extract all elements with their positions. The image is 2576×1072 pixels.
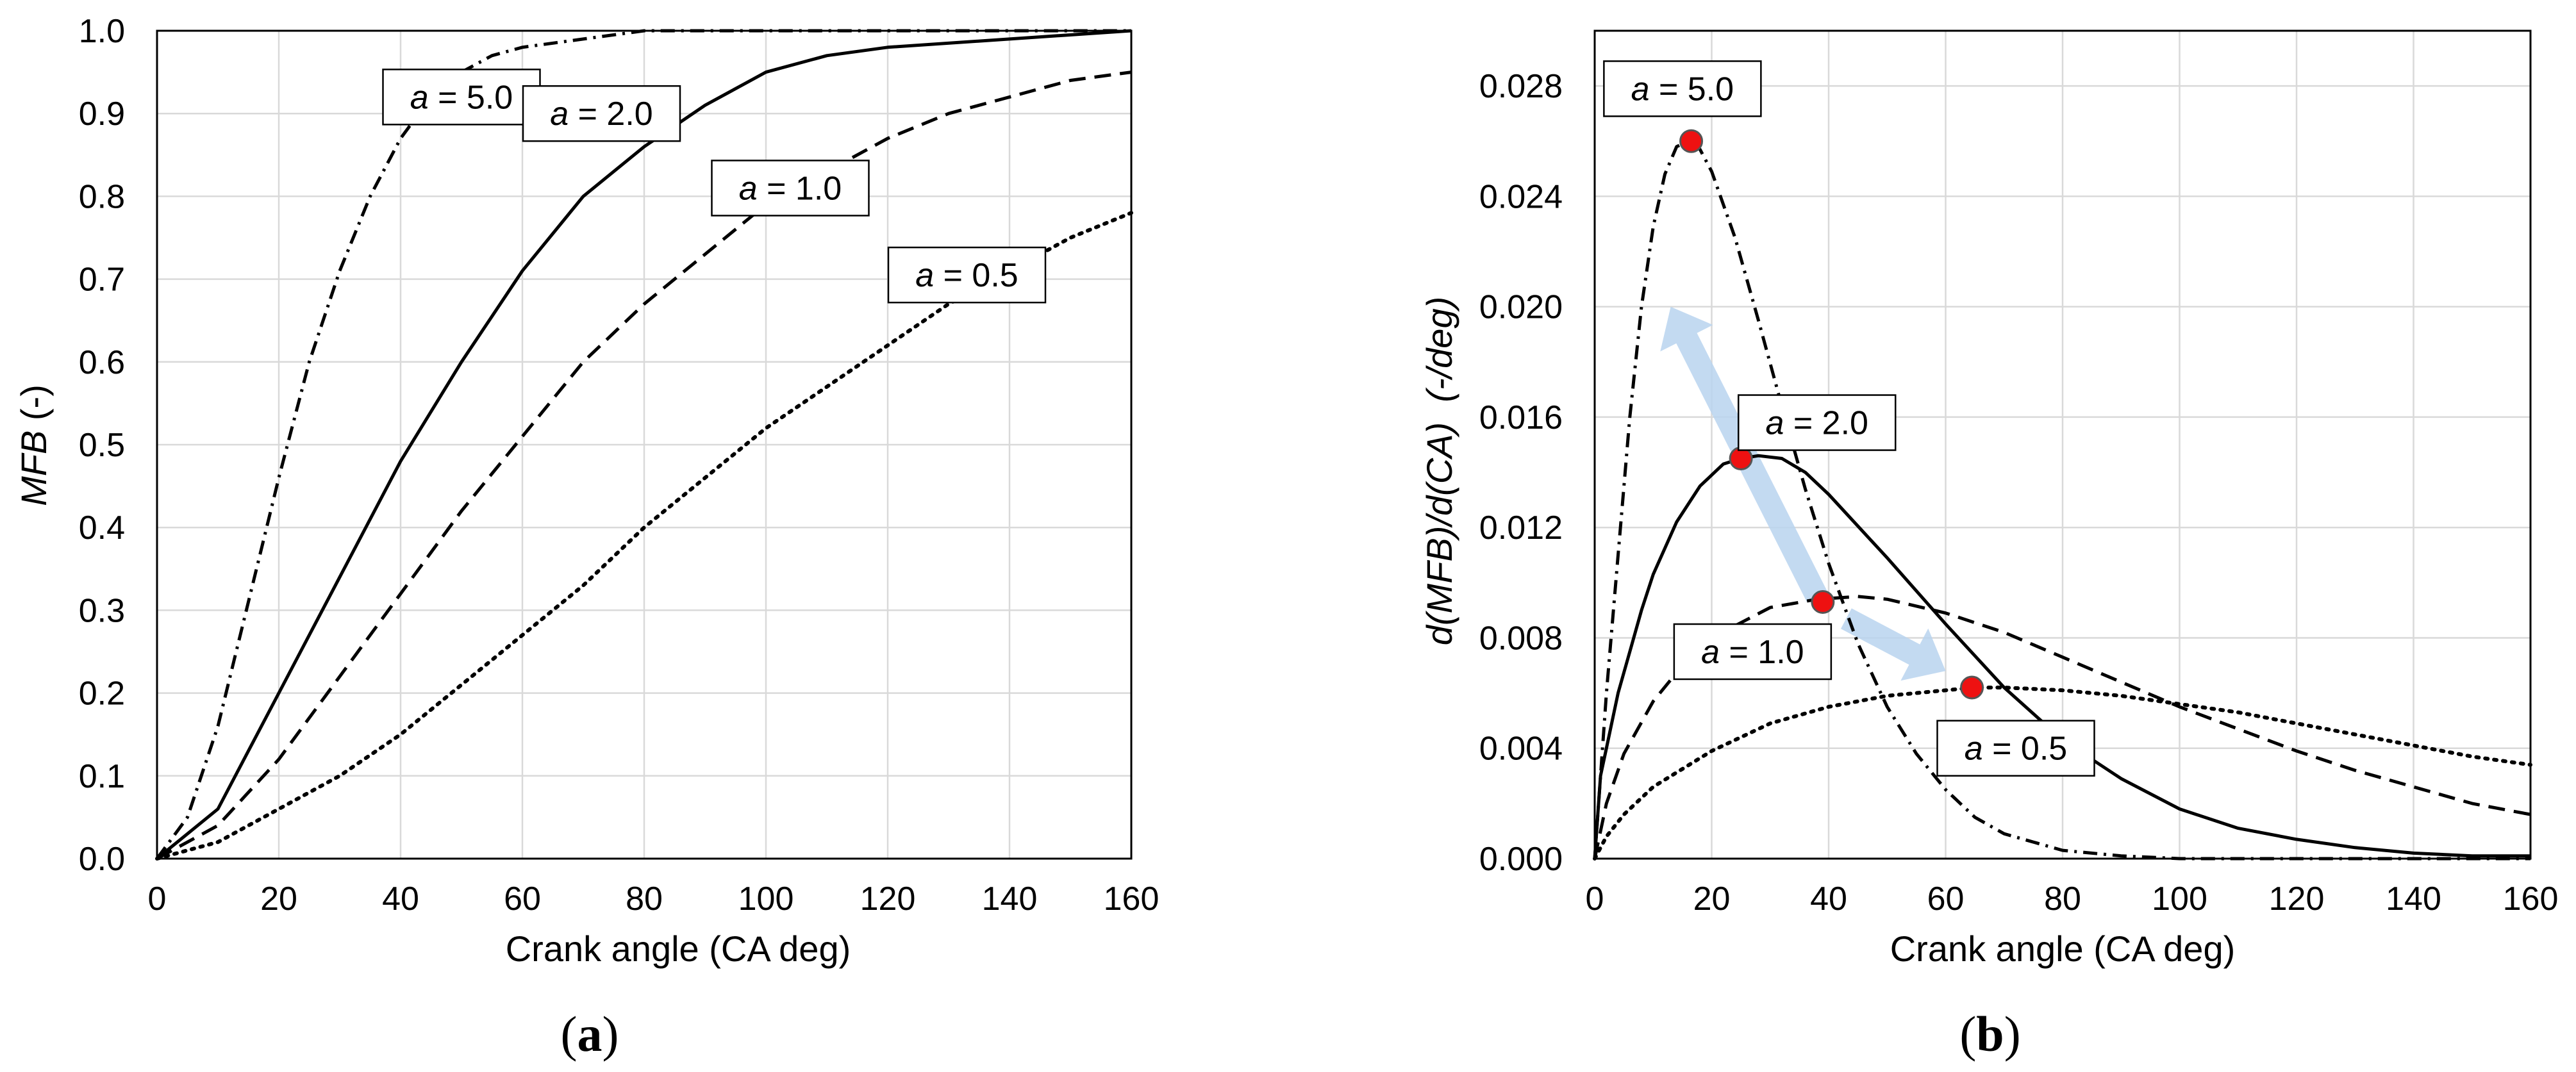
panel-b-x-tick-label: 100 (2152, 880, 2207, 918)
panel-a-annotation-box-a-1-0 (711, 160, 870, 217)
panel-a-annotation-box-a-0-5 (887, 246, 1047, 304)
panel-b-x-tick-label: 20 (1693, 880, 1731, 918)
panel-a-annotation-box-a-2-0 (522, 85, 681, 142)
panel-b-y-tick-label: 0.008 (1479, 620, 1563, 657)
panel-a-y-tick-label: 0.0 (79, 841, 125, 878)
panel-a-series-a-2-0 (156, 29, 1132, 860)
panel-a-annotation-label-a-2-0: a = 2.0 (550, 95, 652, 133)
panel-a-y-axis-title: MFB (-) (13, 384, 54, 506)
panel-a-x-tick-label: 100 (738, 880, 794, 918)
panel-a-y-tick-label: 0.4 (79, 509, 125, 547)
panel-b-annotation-box-a-1-0 (1673, 623, 1832, 680)
panel-b-annotation-label-a-0-5: a = 0.5 (1965, 730, 2067, 768)
panel-b-chart: 0 20 40 60 80 100 120 140 160 0.000 0.004 0.008 0.01… (1419, 29, 2559, 1062)
panel-a-tick-labels: 0 20 40 60 80 100 120 140 160 0.0 0.1 0.2 0.3 0.4 0.5 0… (79, 13, 1159, 918)
panel-b-y-tick-label: 0.000 (1479, 841, 1563, 878)
panel-a-x-axis-title: Crank angle (CA deg) (506, 928, 851, 969)
panel-b-series (1593, 139, 2532, 861)
panel-a-y-tick-label: 0.9 (79, 95, 125, 133)
panel-b-y-tick-label: 0.004 (1479, 730, 1563, 768)
panel-b-x-tick-label: 0 (1586, 880, 1604, 918)
panel-a-plot-frame (156, 29, 1133, 860)
panel-a-x-tick-label: 40 (382, 880, 419, 918)
panel-a-x-tick-label: 140 (982, 880, 1038, 918)
panel-a-series-a-1-0 (156, 70, 1132, 861)
panel-b-x-tick-label: 60 (1927, 880, 1965, 918)
panel-b-series-a-2-0 (1593, 454, 2530, 859)
panel-b-y-tick-label: 0.012 (1479, 509, 1563, 547)
panel-a-series-a-5-0 (155, 29, 1131, 860)
panel-a-y-tick-label: 0.1 (79, 758, 125, 795)
panel-b-x-tick-label: 160 (2503, 880, 2559, 918)
panel-b-label: (b) (1959, 1006, 2020, 1062)
panel-b-y-axis-title: d(MFB)/d(CA) (-/deg) (1419, 297, 1459, 646)
panel-b-plot-frame (1593, 29, 2532, 860)
panel-b-annotations: a = 5.0 a = 2.0 a = 1.0 a = 0.5 (1603, 60, 2095, 777)
panel-a-x-tick-label: 160 (1104, 880, 1159, 918)
panel-b-y-tick-label: 0.024 (1479, 178, 1563, 215)
panel-b-x-tick-label: 140 (2386, 880, 2441, 918)
panel-b-x-tick-label: 80 (2044, 880, 2081, 918)
panel-a-y-tick-label: 1.0 (79, 13, 125, 50)
panel-b-peak-markers (1679, 129, 1984, 700)
panel-b-y-tick-label: 0.016 (1479, 399, 1563, 436)
panel-a-annotation-label-a-5-0: a = 5.0 (410, 79, 513, 116)
panel-b-y-tick-label: 0.028 (1479, 68, 1563, 105)
panel-b-series-a-5-0 (1593, 139, 2530, 861)
panel-a-chart: 0 20 40 60 80 100 120 140 160 0.0 0.1 0.2 0.3 0.4 0.5 0… (13, 13, 1159, 1062)
panel-a-y-tick-label: 0.6 (79, 344, 125, 381)
panel-b-y-tick-label: 0.020 (1479, 289, 1563, 326)
panel-a-annotation-box-a-5-0 (382, 69, 541, 126)
panel-a-annotation-label-a-1-0: a = 1.0 (739, 170, 842, 207)
panel-a-y-tick-label: 0.2 (79, 675, 125, 713)
panel-b-annotation-box-a-0-5 (1936, 720, 2095, 777)
panel-a-x-tick-label: 0 (148, 880, 167, 918)
panel-b-x-tick-label: 40 (1810, 880, 1847, 918)
panel-b-trend-arrow-1 (1841, 608, 1946, 681)
panel-a-y-tick-label: 0.8 (79, 178, 125, 215)
panel-a-grid (156, 29, 1133, 860)
panel-a-y-tick-label: 0.5 (79, 427, 125, 464)
panel-b-x-axis-title: Crank angle (CA deg) (1890, 928, 2236, 969)
panel-a-annotations: a = 5.0 a = 2.0 a = 1.0 a = 0.5 (382, 69, 1047, 304)
panel-a-y-tick-label: 0.3 (79, 592, 125, 629)
panel-b-annotation-box-a-5-0 (1603, 60, 1762, 117)
panel-b-x-tick-label: 120 (2269, 880, 2325, 918)
panel-a-annotation-label-a-0-5: a = 0.5 (915, 257, 1018, 294)
panel-a-x-tick-label: 60 (504, 880, 541, 918)
panel-b-series-a-0-5 (1593, 686, 2532, 861)
panel-b-tick-labels: 0 20 40 60 80 100 120 140 160 0.000 0.004 0.008 0.01… (1479, 68, 2559, 918)
panel-b-annotation-box-a-2-0 (1738, 394, 1897, 451)
panel-b-peak-marker-a-0-5 (1960, 675, 1984, 700)
panel-b-annotation-label-a-5-0: a = 5.0 (1631, 70, 1734, 108)
panel-b-annotation-label-a-2-0: a = 2.0 (1766, 405, 1868, 442)
panel-b-peak-marker-a-5-0 (1679, 129, 1704, 153)
panel-b-annotation-label-a-1-0: a = 1.0 (1701, 634, 1804, 671)
panel-a-label: (a) (561, 1006, 619, 1062)
panel-a-y-tick-label: 0.7 (79, 261, 125, 299)
panel-a-x-tick-label: 120 (860, 880, 916, 918)
panel-b-series-a-1-0 (1593, 595, 2531, 859)
panel-a-x-tick-label: 20 (260, 880, 297, 918)
panel-b-peak-marker-a-1-0 (1811, 590, 1835, 614)
panel-a-x-tick-label: 80 (626, 880, 663, 918)
